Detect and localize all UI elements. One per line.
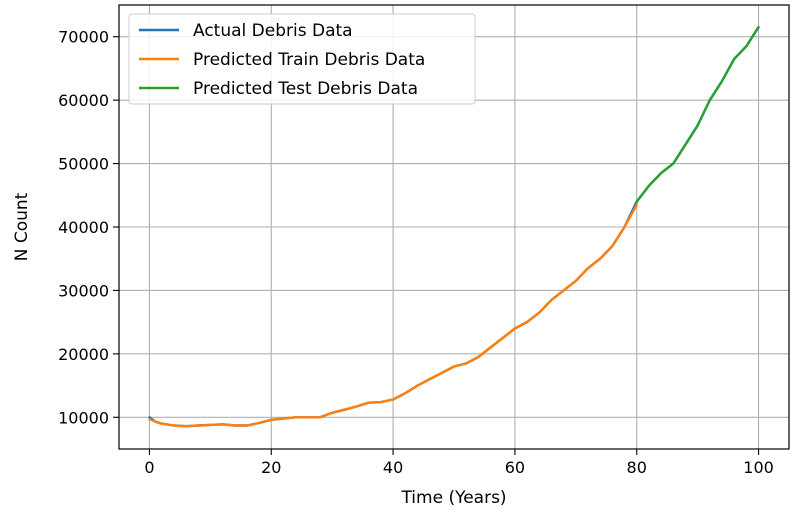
y-axis: 10000 20000 30000 40000 50000 60000 70000 xyxy=(58,28,119,427)
series-layer xyxy=(148,26,760,428)
x-tick-label: 80 xyxy=(627,458,647,477)
y-tick-label: 70000 xyxy=(58,28,109,47)
x-tick-label: 40 xyxy=(383,458,403,477)
x-tick-label: 0 xyxy=(144,458,154,477)
y-tick-label: 50000 xyxy=(58,155,109,174)
y-tick-label: 20000 xyxy=(58,345,109,364)
x-axis-label: Time (Years) xyxy=(400,488,506,508)
legend-box xyxy=(128,13,476,105)
x-tick-label: 60 xyxy=(505,458,525,477)
series-line-3 xyxy=(635,26,760,203)
x-axis: 0 20 40 60 80 100 xyxy=(144,449,774,477)
legend-label: Predicted Train Debris Data xyxy=(193,50,425,70)
x-tick-label: 20 xyxy=(261,458,281,477)
y-tick-label: 60000 xyxy=(58,91,109,110)
legend: Actual Debris Data Predicted Train Debris… xyxy=(128,13,476,105)
x-tick-label: 100 xyxy=(743,458,774,477)
y-tick-label: 30000 xyxy=(58,281,109,300)
legend-label: Predicted Test Debris Data xyxy=(193,79,418,99)
series-line-2 xyxy=(148,203,638,428)
legend-label: Actual Debris Data xyxy=(193,21,353,41)
y-tick-label: 10000 xyxy=(58,408,109,427)
y-tick-label: 40000 xyxy=(58,218,109,237)
y-axis-label: N Count xyxy=(12,192,32,261)
